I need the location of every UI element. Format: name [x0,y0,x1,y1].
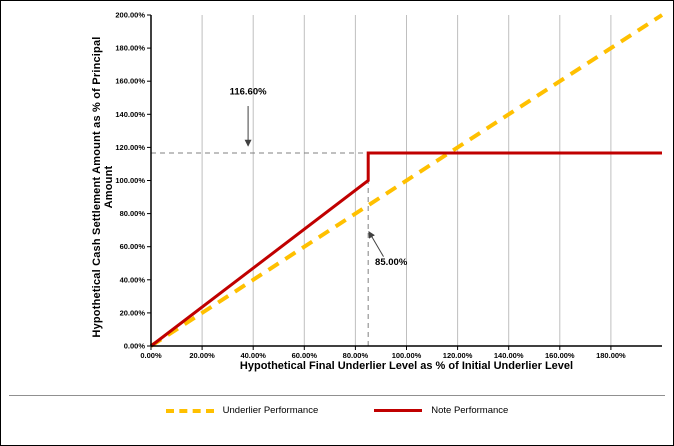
x-tick-label: 100.00% [392,351,422,360]
underlier-performance-line-sample [165,408,214,413]
x-tick-label: 120.00% [443,351,473,360]
series-note-performance [150,151,662,348]
y-tick-label: 140.00% [115,110,145,119]
y-tick-label: 200.00% [115,11,145,20]
annotation-label: 85.00% [375,257,408,268]
y-tick-label: 80.00% [120,209,146,218]
x-tick-label: 160.00% [545,351,575,360]
y-axis-label: Hypothetical Cash Settlement Amount as %… [91,36,115,338]
y-tick-label: 180.00% [115,44,145,53]
x-tick-label: 20.00% [189,351,215,360]
y-tick-label: 0.00% [124,342,146,351]
y-tick-label: 40.00% [120,275,146,284]
legend-label-underlier-performance: Underlier Performance [222,405,319,416]
series-underlier-performance [149,13,664,348]
x-tick-label: 60.00% [292,351,318,360]
legend: Underlier Performance Note Performance [1,405,673,416]
legend-label-note-performance: Note Performance [431,405,509,416]
annotation-label: 116.60% [230,86,268,97]
x-tick-label: 0.00% [140,351,162,360]
y-tick-label: 160.00% [115,77,145,86]
y-tick-label: 100.00% [115,176,145,185]
y-tick-label: 20.00% [120,308,146,317]
legend-item-note-performance: Note Performance [374,405,508,416]
x-tick-label: 80.00% [343,351,369,360]
x-tick-label: 40.00% [240,351,266,360]
annotation-arrow [368,230,384,257]
x-tick-label: 180.00% [596,351,626,360]
x-axis-label: Hypothetical Final Underlier Level as % … [239,360,574,372]
note-performance-line-sample [374,409,423,412]
x-tick-label: 140.00% [494,351,524,360]
y-tick-label: 60.00% [120,242,146,251]
legend-divider [9,395,665,396]
y-tick-label: 120.00% [115,143,145,152]
legend-item-underlier-performance: Underlier Performance [165,405,319,416]
